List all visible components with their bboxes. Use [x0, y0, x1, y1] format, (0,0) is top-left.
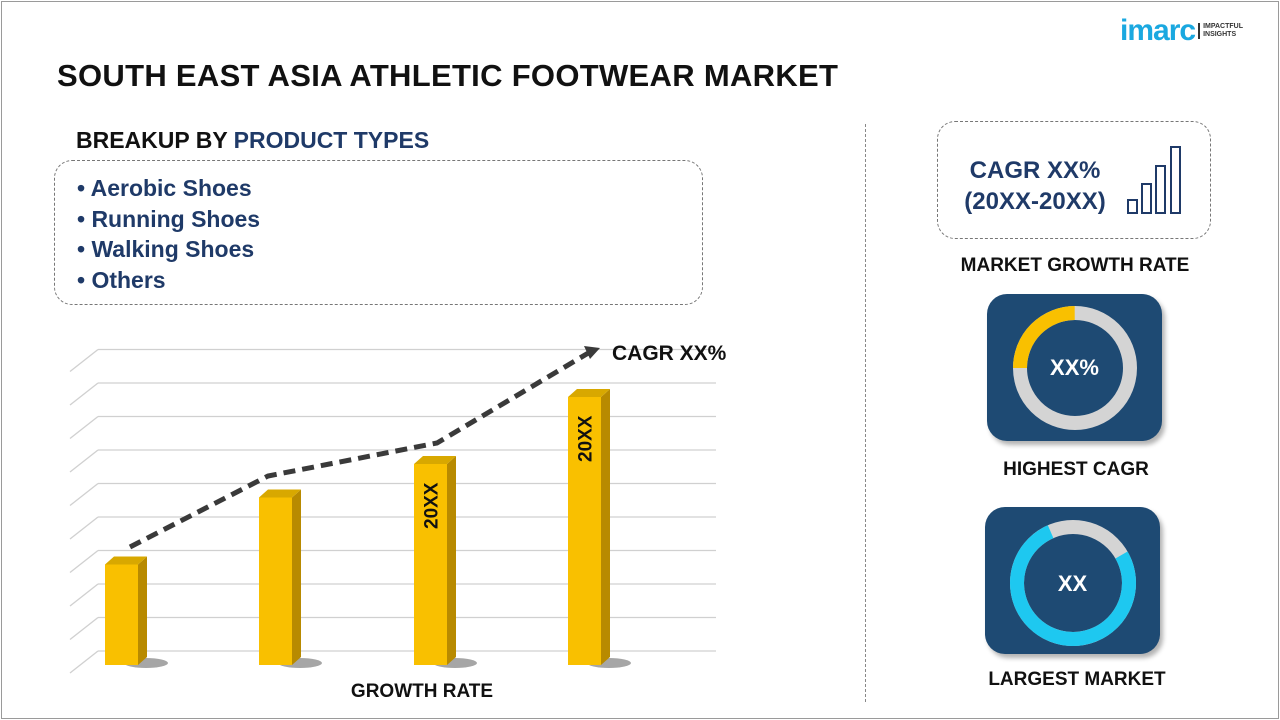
list-item: • Aerobic Shoes [77, 175, 252, 201]
gridline-depth [69, 482, 99, 507]
logo-word: imarc [1120, 14, 1196, 47]
bar [414, 464, 447, 665]
list-item: • Others [77, 266, 166, 293]
cagr-text: CAGR XX% (20XX-20XX) [964, 157, 1106, 215]
x-axis-label: GROWTH RATE [350, 681, 494, 702]
highest-cagr-value: XX% [1050, 355, 1099, 380]
highest-cagr-tile: XX% [987, 294, 1162, 441]
bar-top [259, 489, 301, 498]
trend-arrowhead [584, 346, 600, 359]
cagr-box [937, 121, 1211, 239]
bar-label: 20XX [422, 482, 443, 529]
gridline-depth [69, 449, 99, 473]
gridline-depth [69, 616, 99, 641]
gridline-depth [69, 583, 99, 607]
gridline-depth [69, 650, 99, 674]
bar-side [292, 489, 301, 665]
donut-cyan-icon [1010, 520, 1136, 646]
bar-side [447, 456, 456, 665]
gridline-depth [69, 516, 99, 540]
gridline-depth [69, 382, 99, 406]
trend-annotation: CAGR XX% [612, 342, 727, 365]
breakup-heading: BREAKUP BY PRODUCT TYPES [76, 127, 430, 153]
trend-line [128, 349, 592, 550]
growth-bar-chart: 20XX 20XX [69, 346, 716, 674]
imarc-logo: imarc IMPACTFUL INSIGHTS [1120, 14, 1243, 48]
largest-market-tile: XX [985, 507, 1160, 654]
gridline-depth [69, 415, 99, 440]
bar [259, 497, 292, 665]
donut-gold-icon [1013, 306, 1137, 430]
divider [865, 124, 866, 702]
logo-tagline: IMPACTFUL INSIGHTS [1198, 23, 1243, 39]
bar-top [414, 456, 456, 464]
gridline-depth [69, 549, 99, 574]
bar-top [568, 389, 610, 397]
largest-market-value: XX [1057, 571, 1088, 596]
largest-market-label: LARGEST MARKET [988, 669, 1166, 690]
list-item: • Running Shoes [77, 205, 261, 232]
gridline-depth [69, 348, 99, 373]
product-types-list: • Aerobic Shoes • Running Shoes • Walkin… [54, 160, 703, 305]
bar-side [601, 389, 610, 665]
bar [568, 397, 601, 665]
bar-top [105, 556, 147, 565]
page-title: SOUTH EAST ASIA ATHLETIC FOOTWEAR MARKET [57, 58, 839, 93]
highest-cagr-label: HIGHEST CAGR [1003, 459, 1149, 480]
list-item: • Walking Shoes [77, 236, 255, 262]
bar-label: 20XX [576, 415, 597, 462]
bar [105, 564, 138, 665]
bar-side [138, 556, 147, 665]
market-growth-label: MARKET GROWTH RATE [960, 255, 1190, 276]
bar-growth-icon [1127, 146, 1181, 214]
